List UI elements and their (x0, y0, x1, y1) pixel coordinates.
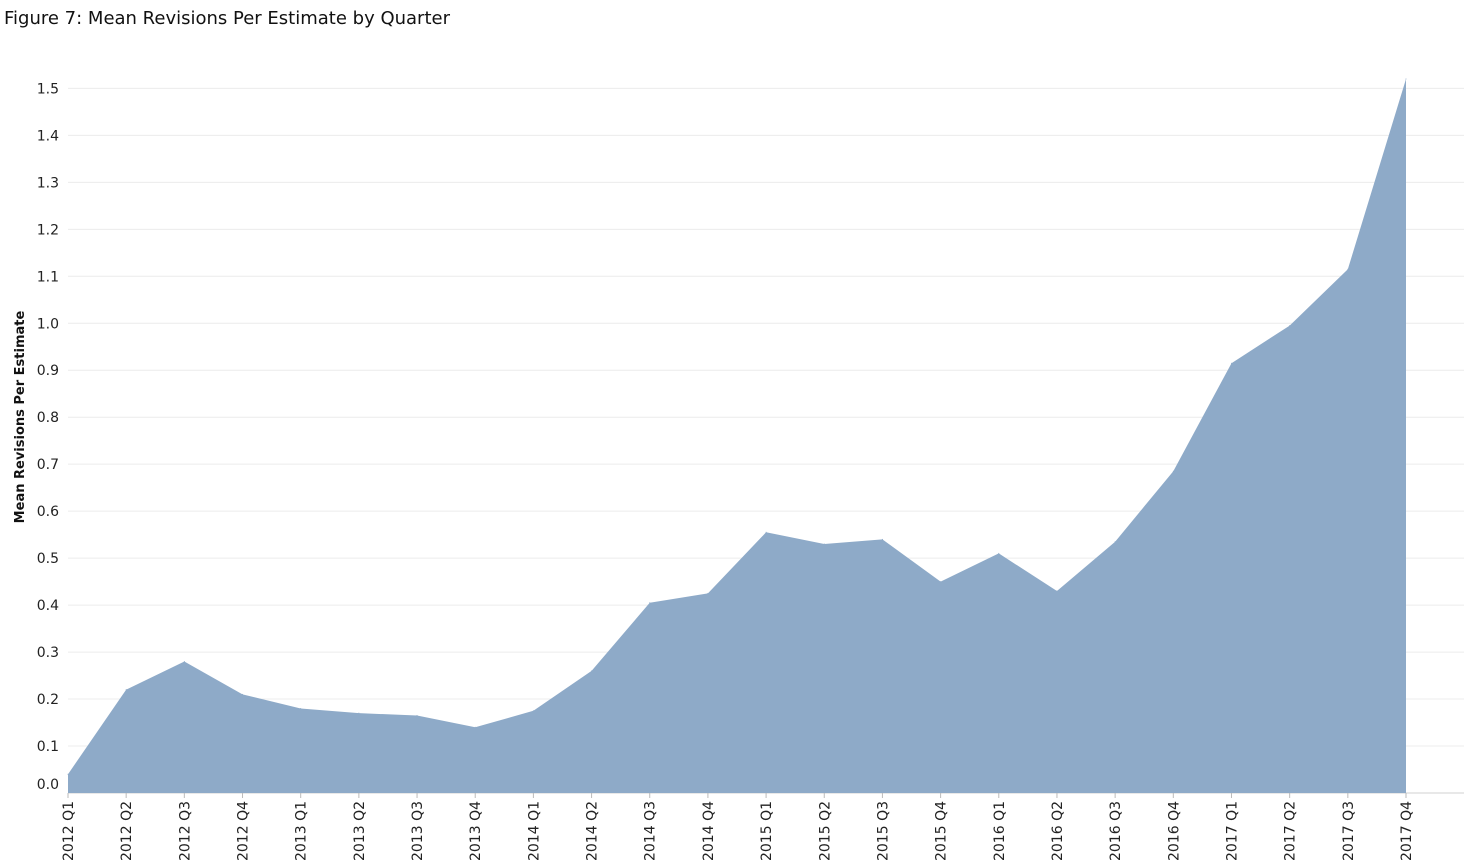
data-point (649, 602, 651, 604)
y-tick-label: 1.0 (37, 316, 59, 332)
x-tick-label: 2012 Q4 (236, 801, 252, 861)
y-tick-label: 0.1 (37, 739, 59, 755)
x-tick-label: 2017 Q1 (1224, 801, 1240, 861)
y-tick-label: 0.3 (37, 645, 59, 661)
x-tick-label: 2012 Q3 (177, 801, 193, 861)
y-tick-label: 0.9 (37, 363, 59, 379)
data-point (765, 531, 767, 533)
data-point (125, 689, 127, 691)
y-axis-title: Mean Revisions Per Estimate (13, 311, 28, 524)
x-tick-label: 2016 Q4 (1166, 801, 1182, 861)
y-tick-label: 1.4 (37, 128, 59, 144)
x-tick-label: 2014 Q4 (701, 801, 717, 861)
data-point (474, 726, 476, 728)
data-point (998, 552, 1000, 554)
data-point (707, 592, 709, 594)
x-tick-label: 2012 Q2 (119, 801, 135, 861)
data-point (881, 538, 883, 540)
y-tick-label: 0.0 (37, 777, 59, 793)
x-tick-label: 2013 Q4 (468, 801, 484, 861)
data-point (1347, 268, 1349, 270)
y-tick-label: 0.5 (37, 551, 59, 567)
y-tick-label: 0.8 (37, 410, 59, 426)
data-point (591, 670, 593, 672)
y-tick-label: 0.4 (37, 598, 59, 614)
y-tick-label: 0.7 (37, 457, 59, 473)
data-point (940, 581, 942, 583)
y-tick-label: 0.6 (37, 504, 59, 520)
x-tick-label: 2017 Q3 (1341, 801, 1357, 861)
y-tick-label: 1.2 (37, 222, 59, 238)
data-point (183, 660, 185, 662)
data-point (1056, 590, 1058, 592)
area-series (67, 78, 1407, 793)
x-tick-label: 2014 Q1 (526, 801, 542, 861)
x-tick-label: 2015 Q2 (817, 801, 833, 861)
x-axis-ticks: 2012 Q1 2012 Q2 2012 Q3 2012 Q4 2013 Q1 2013 … (61, 793, 1415, 861)
x-tick-label: 2015 Q1 (759, 801, 775, 861)
y-tick-label: 1.1 (37, 269, 59, 285)
data-point (1289, 325, 1291, 327)
x-tick-label: 2013 Q2 (352, 801, 368, 861)
data-point (1172, 470, 1174, 472)
data-point (823, 543, 825, 545)
data-point (416, 714, 418, 716)
data-point (67, 773, 69, 775)
x-tick-label: 2017 Q2 (1283, 801, 1299, 861)
x-tick-label: 2014 Q3 (643, 801, 659, 861)
x-tick-label: 2015 Q3 (875, 801, 891, 861)
y-tick-label: 1.3 (37, 175, 59, 191)
data-point (242, 693, 244, 695)
y-axis-ticks: 0.0 0.1 0.2 0.3 0.4 0.5 0.6 0.7 0.8 0.9 1.0 1.1 1.2 1… (37, 81, 59, 793)
x-tick-label: 2012 Q1 (61, 801, 77, 861)
x-tick-label: 2016 Q1 (992, 801, 1008, 861)
x-tick-label: 2014 Q2 (585, 801, 601, 861)
x-tick-label: 2016 Q3 (1108, 801, 1124, 861)
data-point (1405, 78, 1407, 80)
y-tick-label: 1.5 (37, 81, 59, 97)
data-point (300, 707, 302, 709)
x-tick-label: 2015 Q4 (934, 801, 950, 861)
chart-title: Figure 7: Mean Revisions Per Estimate by… (4, 8, 450, 29)
x-tick-label: 2017 Q4 (1399, 801, 1415, 861)
data-point (358, 712, 360, 714)
x-tick-label: 2016 Q2 (1050, 801, 1066, 861)
data-point (1230, 362, 1232, 364)
x-tick-label: 2013 Q3 (410, 801, 426, 861)
area-fill (68, 79, 1406, 793)
x-tick-label: 2013 Q1 (294, 801, 310, 861)
data-point (1114, 541, 1116, 543)
data-point (532, 710, 534, 712)
y-tick-label: 0.2 (37, 692, 59, 708)
